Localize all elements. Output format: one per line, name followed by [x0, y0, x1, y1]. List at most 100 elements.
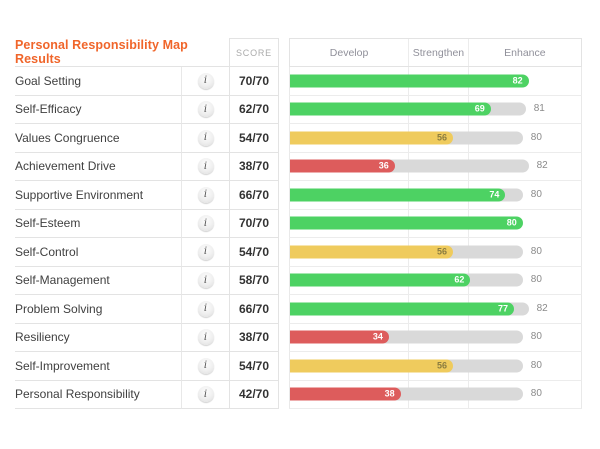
info-icon[interactable]: i	[197, 129, 214, 146]
benchmark-label: 82	[536, 160, 548, 172]
row-label: Values Congruence	[15, 124, 181, 153]
score-value: 54/70	[229, 238, 279, 267]
info-cell: i	[181, 323, 229, 352]
bar-cell: 56 80	[289, 352, 582, 381]
score-bar: 34	[290, 330, 389, 344]
score-value: 58/70	[229, 266, 279, 295]
row-label: Self-Control	[15, 238, 181, 267]
benchmark-label: 81	[533, 103, 545, 115]
info-cell: i	[181, 209, 229, 238]
info-cell: i	[181, 352, 229, 381]
info-icon[interactable]: i	[197, 243, 214, 260]
table-body: Goal Setting i 70/70 82 Self-Efficacy i …	[15, 67, 582, 409]
info-cell: i	[181, 238, 229, 267]
row-label: Self-Efficacy	[15, 96, 181, 124]
benchmark-label: 80	[530, 131, 542, 143]
benchmark-label: 80	[530, 388, 542, 400]
bar-cell: 82	[289, 67, 582, 96]
table-row: Self-Management i 58/70 62 80	[15, 266, 582, 295]
zone-label-enhance: Enhance	[467, 39, 581, 66]
row-label: Achievement Drive	[15, 153, 181, 181]
score-bar: 56	[290, 245, 453, 259]
score-bar: 62	[290, 273, 471, 287]
bar-cell: 77 82	[289, 295, 582, 324]
score-bar: 77	[290, 302, 515, 316]
info-icon[interactable]: i	[197, 300, 214, 317]
bar-cell: 80	[289, 209, 582, 238]
score-value: 54/70	[229, 352, 279, 381]
benchmark-label: 80	[530, 359, 542, 371]
info-icon[interactable]: i	[197, 215, 214, 232]
benchmark-label: 80	[530, 331, 542, 343]
score-bar-value: 80	[506, 217, 517, 228]
score-value: 70/70	[229, 67, 279, 96]
score-bar-value: 36	[378, 160, 389, 171]
score-bar-value: 77	[498, 303, 509, 314]
score-bar-value: 74	[489, 189, 500, 200]
benchmark-label: 80	[530, 188, 542, 200]
info-cell: i	[181, 295, 229, 324]
info-cell: i	[181, 380, 229, 409]
row-label: Supportive Environment	[15, 181, 181, 210]
bar-cell: 56 80	[289, 124, 582, 153]
row-label: Self-Esteem	[15, 210, 181, 238]
bar-cell: 74 80	[289, 181, 582, 210]
score-value: 42/70	[229, 380, 279, 409]
score-value: 54/70	[229, 124, 279, 153]
info-cell: i	[181, 152, 229, 181]
info-icon[interactable]: i	[197, 272, 214, 289]
score-bar: 82	[290, 74, 529, 88]
info-icon[interactable]: i	[197, 101, 214, 118]
score-value: 38/70	[229, 323, 279, 352]
score-bar: 38	[290, 387, 401, 401]
score-bar-value: 34	[372, 331, 383, 342]
info-cell: i	[181, 266, 229, 295]
score-value: 62/70	[229, 95, 279, 124]
bar-cell: 38 80	[289, 380, 582, 409]
info-cell: i	[181, 124, 229, 153]
score-bar-value: 56	[436, 132, 447, 143]
benchmark-label: 82	[536, 302, 548, 314]
info-icon[interactable]: i	[197, 72, 214, 89]
table-row: Self-Improvement i 54/70 56 80	[15, 352, 582, 381]
score-value: 66/70	[229, 181, 279, 210]
info-cell: i	[181, 67, 229, 96]
table-row: Personal Responsibility i 42/70 38 80	[15, 380, 582, 409]
score-bar-value: 62	[454, 274, 465, 285]
chart-zone-header: Develop Strengthen Enhance	[289, 38, 582, 67]
score-bar-value: 56	[436, 246, 447, 257]
score-value: 70/70	[229, 209, 279, 238]
bar-cell: 56 80	[289, 238, 582, 267]
table-row: Goal Setting i 70/70 82	[15, 67, 582, 96]
info-icon[interactable]: i	[197, 357, 214, 374]
score-bar-value: 38	[384, 388, 395, 399]
info-icon[interactable]: i	[197, 158, 214, 175]
score-column-header: SCORE	[229, 38, 279, 67]
page-title: Personal Responsibility Map Results	[15, 38, 229, 67]
table-row: Self-Efficacy i 62/70 69 81	[15, 95, 582, 124]
score-bar: 36	[290, 159, 395, 173]
score-bar: 56	[290, 131, 453, 145]
score-bar-value: 82	[512, 75, 523, 86]
score-bar: 69	[290, 102, 491, 116]
row-label: Personal Responsibility	[15, 381, 181, 409]
info-icon[interactable]: i	[197, 329, 214, 346]
score-value: 38/70	[229, 152, 279, 181]
info-icon[interactable]: i	[197, 186, 214, 203]
bar-cell: 34 80	[289, 323, 582, 352]
info-cell: i	[181, 181, 229, 210]
info-cell: i	[181, 95, 229, 124]
score-bar-value: 56	[436, 360, 447, 371]
table-row: Self-Esteem i 70/70 80	[15, 209, 582, 238]
bar-cell: 36 82	[289, 152, 582, 181]
score-bar: 80	[290, 216, 523, 230]
table-row: Self-Control i 54/70 56 80	[15, 238, 582, 267]
row-label: Goal Setting	[15, 67, 181, 96]
table-row: Achievement Drive i 38/70 36 82	[15, 152, 582, 181]
zone-label-develop: Develop	[329, 46, 369, 59]
zone-label-strengthen: Strengthen	[408, 39, 468, 66]
score-bar: 56	[290, 359, 453, 373]
benchmark-label: 80	[530, 274, 542, 286]
info-icon[interactable]: i	[197, 386, 214, 403]
